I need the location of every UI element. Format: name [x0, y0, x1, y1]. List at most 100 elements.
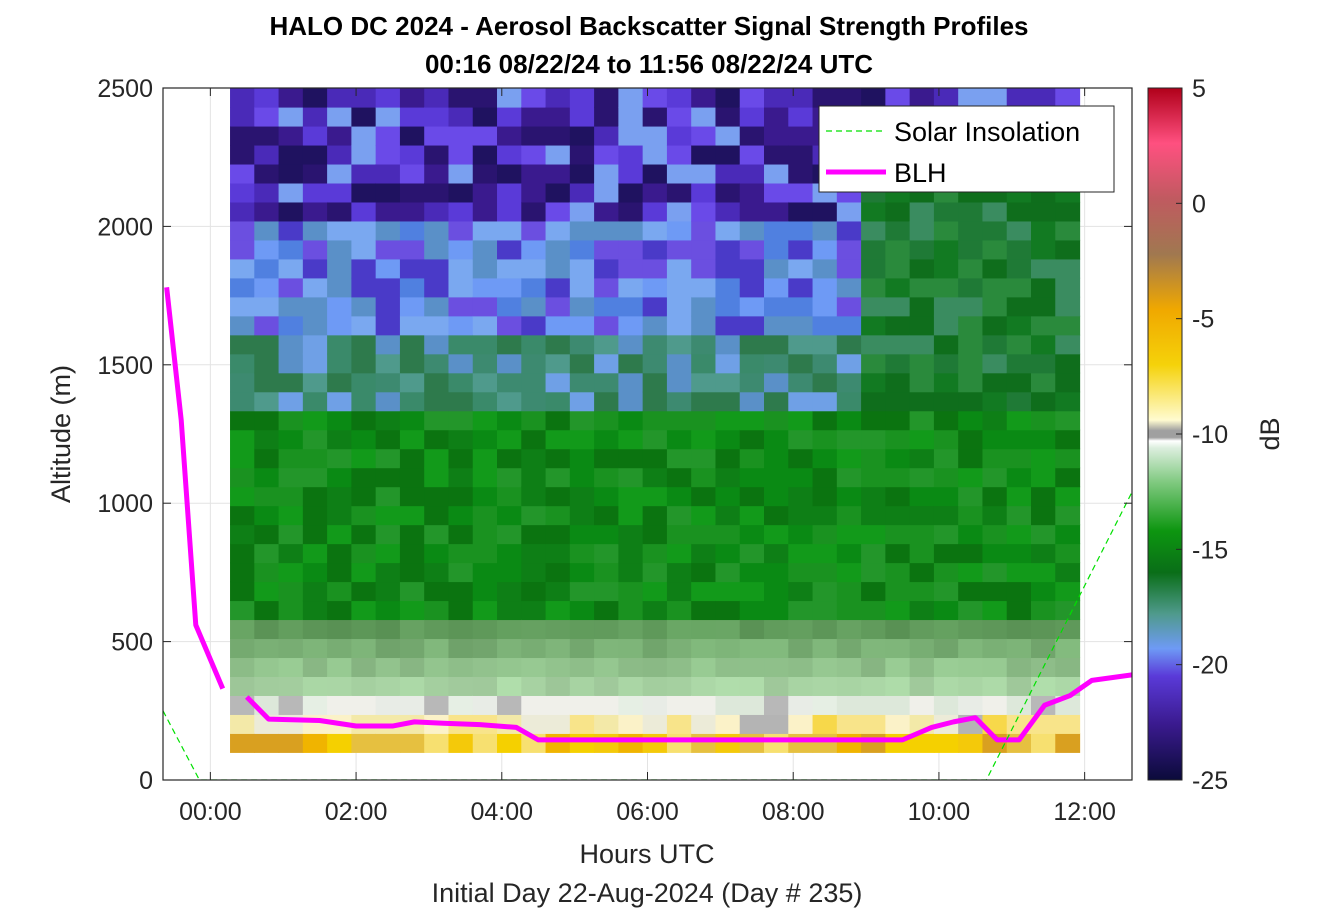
- heatmap-cell: [958, 695, 984, 715]
- heatmap-cell: [739, 714, 765, 734]
- heatmap-cell: [861, 467, 886, 488]
- heatmap-cell: [1055, 429, 1081, 450]
- heatmap-cell: [594, 676, 619, 696]
- heatmap-cell: [399, 448, 425, 469]
- heatmap-cell: [497, 88, 522, 108]
- heatmap-cell: [788, 467, 814, 488]
- heatmap-cell: [933, 410, 959, 431]
- heatmap-cell: [836, 619, 862, 640]
- colorbar: 5 0 -5 -10 -15 -20 -25 dB: [1147, 75, 1285, 795]
- heatmap-cell: [739, 353, 765, 374]
- y-tick-label: 500: [111, 629, 153, 657]
- heatmap-cell: [399, 638, 425, 659]
- heatmap-cell: [764, 106, 789, 127]
- heatmap-cell: [569, 695, 595, 715]
- heatmap-cell: [836, 695, 862, 715]
- heatmap-cell: [399, 581, 425, 602]
- heatmap-cell: [739, 638, 765, 659]
- heatmap-cell: [836, 676, 862, 696]
- heatmap-cell: [302, 353, 328, 374]
- heatmap-cell: [569, 581, 595, 602]
- heatmap-cell: [739, 163, 765, 184]
- heatmap-cell: [545, 657, 571, 677]
- heatmap-cell: [982, 277, 1008, 298]
- heatmap-cell: [982, 220, 1008, 241]
- heatmap-cell: [1030, 277, 1056, 298]
- heatmap-cell: [327, 296, 352, 317]
- heatmap-cell: [933, 372, 959, 393]
- heatmap-cell: [448, 543, 474, 564]
- heatmap-cell: [836, 600, 862, 621]
- heatmap-cell: [836, 505, 862, 526]
- heatmap-cell: [230, 182, 255, 203]
- heatmap-cell: [278, 201, 304, 222]
- heatmap-cell: [812, 638, 838, 659]
- y-axis-label: Altitude (m): [46, 365, 76, 503]
- heatmap-cell: [618, 638, 644, 659]
- heatmap-cell: [982, 448, 1008, 469]
- heatmap-cell: [497, 429, 522, 450]
- heatmap-cell: [666, 429, 692, 450]
- heatmap-cell: [885, 391, 911, 412]
- heatmap-cell: [594, 391, 619, 412]
- heatmap-cell: [812, 467, 838, 488]
- heatmap-cell: [230, 372, 255, 393]
- heatmap-cell: [327, 334, 352, 355]
- heatmap-cell: [982, 543, 1008, 564]
- heatmap-cell: [715, 106, 741, 127]
- heatmap-cell: [351, 562, 377, 583]
- colorbar-tick-label: -20: [1192, 652, 1228, 680]
- heatmap-cell: [594, 657, 619, 677]
- heatmap-cell: [521, 638, 547, 659]
- heatmap-cell: [1030, 600, 1056, 621]
- heatmap-cell: [569, 106, 595, 127]
- heatmap-cell: [375, 600, 401, 621]
- heatmap-cell: [958, 486, 984, 507]
- heatmap-cell: [399, 505, 425, 526]
- heatmap-cell: [375, 239, 401, 260]
- heatmap-cell: [545, 258, 571, 279]
- heatmap-cell: [472, 296, 498, 317]
- heatmap-cell: [448, 429, 474, 450]
- heatmap-cell: [521, 505, 547, 526]
- heatmap-cell: [715, 714, 741, 734]
- heatmap-cell: [739, 182, 765, 203]
- heatmap-cell: [1030, 638, 1056, 659]
- heatmap-cell: [351, 543, 377, 564]
- heatmap-cell: [982, 619, 1008, 640]
- heatmap-cell: [472, 676, 498, 696]
- heatmap-cell: [691, 391, 717, 412]
- heatmap-cell: [715, 334, 741, 355]
- heatmap-cell: [230, 676, 255, 696]
- heatmap-cell: [618, 714, 644, 734]
- heatmap-cell: [836, 334, 862, 355]
- heatmap-cell: [836, 429, 862, 450]
- heatmap-cell: [885, 334, 911, 355]
- heatmap-cell: [836, 372, 862, 393]
- heatmap-cell: [569, 277, 595, 298]
- heatmap-cell: [497, 391, 522, 412]
- heatmap-cell: [448, 220, 474, 241]
- heatmap-cell: [1006, 505, 1032, 526]
- heatmap-cell: [691, 676, 717, 696]
- heatmap-cell: [788, 201, 814, 222]
- heatmap-cell: [618, 88, 644, 108]
- heatmap-cell: [1006, 239, 1032, 260]
- heatmap-cell: [909, 486, 935, 507]
- heatmap-cell: [666, 163, 692, 184]
- heatmap-cell: [399, 486, 425, 507]
- heatmap-cell: [885, 410, 911, 431]
- heatmap-cell: [958, 239, 984, 260]
- heatmap-cell: [788, 524, 814, 545]
- heatmap-cell: [497, 106, 522, 127]
- heatmap-cell: [399, 524, 425, 545]
- heatmap-cell: [424, 220, 450, 241]
- heatmap-cell: [351, 106, 377, 127]
- heatmap-cell: [764, 277, 789, 298]
- heatmap-cell: [375, 657, 401, 677]
- heatmap-cell: [351, 315, 377, 336]
- heatmap-cell: [1006, 353, 1032, 374]
- heatmap-cell: [497, 638, 522, 659]
- heatmap-cell: [351, 467, 377, 488]
- heatmap-cell: [885, 581, 911, 602]
